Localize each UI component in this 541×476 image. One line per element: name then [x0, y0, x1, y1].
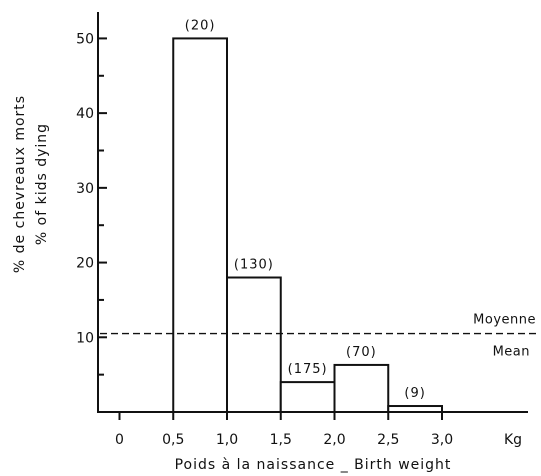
bar-count-label-3: (70) — [346, 345, 377, 360]
y-tick-label-0: 10 — [76, 330, 94, 346]
x-tick-label-3: 1,5 — [270, 432, 292, 448]
histogram-bar-1 — [226, 276, 282, 413]
x-tick-label-5: 2,5 — [377, 432, 399, 448]
y-ticks-group: 10 20 30 40 50 — [76, 31, 107, 376]
x-ticks-group: 0 0,5 1,0 1,5 2,0 2,5 3,0 — [115, 412, 453, 448]
bars-group: (20) (130) (175) (70) (9) — [172, 18, 443, 414]
x-tick-label-6: 3,0 — [431, 432, 453, 448]
y-tick-label-1: 20 — [76, 256, 94, 272]
x-tick-label-0: 0 — [115, 432, 124, 448]
bar-count-label-4: (9) — [404, 386, 425, 401]
bar-count-label-1: (130) — [234, 258, 274, 273]
y-axis-title-english: % of kids dying — [34, 123, 50, 245]
x-axis-title: Poids à la naissance _ Birth weight — [175, 457, 452, 473]
histogram-bar-2 — [279, 381, 336, 414]
histogram-bar-0 — [172, 37, 228, 413]
x-tick-label-4: 2,0 — [323, 432, 345, 448]
y-tick-label-4: 50 — [76, 31, 94, 47]
y-tick-label-2: 30 — [76, 181, 94, 197]
bar-count-label-2: (175) — [288, 362, 328, 377]
histogram-bar-3 — [333, 363, 390, 414]
y-tick-label-3: 40 — [76, 106, 94, 122]
bar-count-label-0: (20) — [185, 18, 216, 33]
mean-label-french: Moyenne — [473, 313, 536, 328]
y-axis-title-french: % de chevreaux morts — [12, 95, 28, 273]
x-tick-label-2: 1,0 — [216, 432, 238, 448]
mean-label-english: Mean — [493, 345, 530, 360]
x-tick-label-1: 0,5 — [162, 432, 184, 448]
x-unit-label: Kg — [504, 432, 522, 448]
